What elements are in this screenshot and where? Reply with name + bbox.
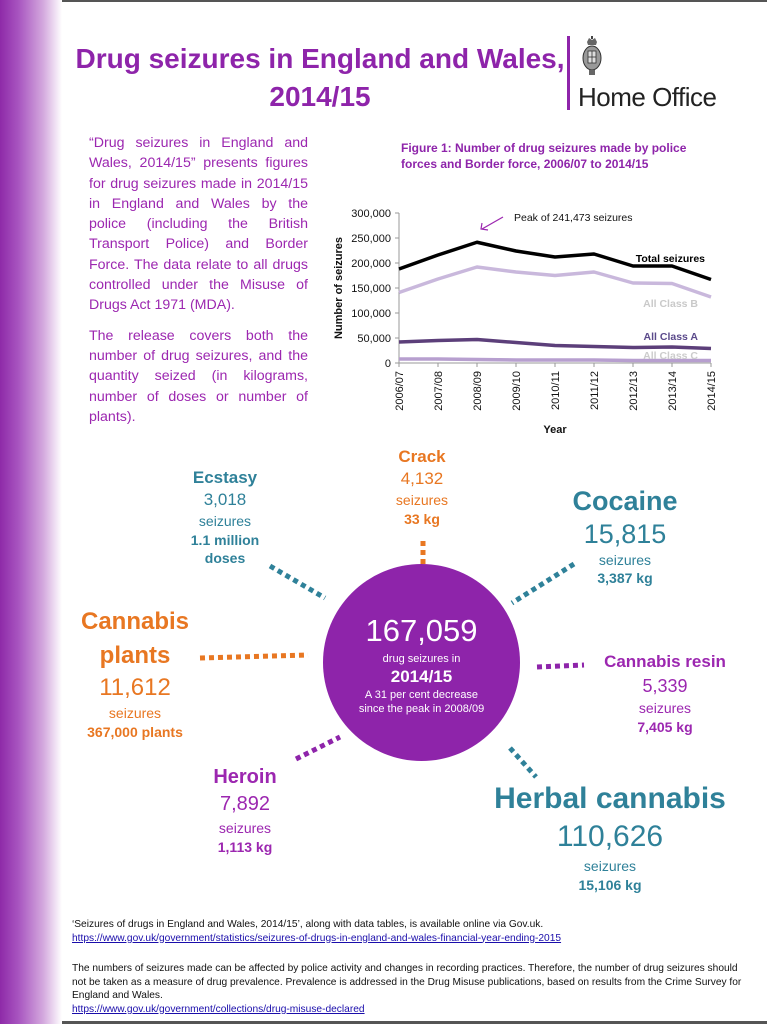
annotation-arrow — [481, 216, 504, 230]
x-tick-label: 2012/13 — [628, 371, 640, 411]
drug-misuse-link[interactable]: https://www.gov.uk/government/collection… — [72, 1003, 365, 1015]
intro-paragraph-2: The release covers both the number of dr… — [89, 327, 308, 425]
drug-seizures: 4,132 — [400, 469, 444, 488]
x-tick-label: 2014/15 — [706, 371, 718, 411]
y-tick-label: 50,000 — [357, 333, 391, 345]
series-line-all-class-a — [398, 337, 712, 351]
x-tick-label: 2011/12 — [589, 371, 601, 410]
drug-name-2: plants — [99, 642, 171, 669]
drug-label: seizures — [598, 552, 652, 568]
line-chart: 0 50,000 100,000 150,000 200,000 250,000 300,0… — [333, 208, 718, 436]
footer-disclaimer: The numbers of seizures made can be affe… — [72, 962, 752, 1016]
y-tick-label: 150,000 — [351, 283, 391, 295]
title-line-1: Drug seizures in England and Wales, — [75, 43, 565, 74]
figure-title: Figure 1: Number of drug seizures made b… — [401, 140, 721, 172]
x-tick-label: 2006/07 — [394, 371, 406, 411]
callout-ecstasy: Ecstasy 3,018 seizures 1.1 million doses — [165, 467, 285, 567]
x-tick-label: 2007/08 — [433, 371, 445, 411]
side-gradient-bar — [0, 0, 62, 1024]
intro-text: “Drug seizures in England and Wales, 201… — [89, 133, 308, 437]
x-tick-label: 2013/14 — [667, 371, 679, 411]
drug-name: Ecstasy — [192, 468, 258, 487]
drug-quantity: 1.1 million — [190, 532, 260, 548]
series-label: All Class C — [643, 350, 698, 362]
y-axis-label: Number of seizures — [333, 237, 345, 339]
x-tick-label: 2008/09 — [472, 371, 484, 411]
decrease-note-2: since the peak in 2008/09 — [358, 703, 485, 715]
drug-label: seizures — [583, 858, 637, 874]
royal-crest-icon — [582, 36, 602, 75]
peak-annotation: Peak of 241,473 seizures — [514, 212, 633, 224]
drug-seizures: 5,339 — [642, 676, 688, 696]
drug-quantity-2: doses — [204, 550, 246, 566]
callout-cocaine: Cocaine 15,815 seizures 3,387 kg — [545, 485, 705, 587]
callout-cannabis-plants: Cannabis plants 11,612 seizures 367,000 … — [70, 605, 200, 741]
gov-uk-statistics-link[interactable]: https://www.gov.uk/government/statistics… — [72, 932, 562, 944]
total-seizures-circle: 167,059 drug seizures in 2014/15 A 31 pe… — [323, 564, 520, 761]
drug-name: Cannabis — [80, 608, 190, 635]
drug-label: seizures — [638, 700, 692, 716]
series-line-all-class-b — [398, 265, 712, 299]
drug-quantity: 1,113 kg — [217, 839, 273, 855]
drug-label: seizures — [198, 513, 252, 529]
home-office-logo: Home Office — [567, 36, 747, 116]
series-label: Total seizures — [636, 253, 705, 265]
intro-paragraph-1: “Drug seizures in England and Wales, 201… — [89, 135, 308, 314]
page-title: Drug seizures in England and Wales, 2014… — [70, 40, 570, 116]
drug-name: Cocaine — [572, 486, 678, 516]
figure-title-line-1: Figure 1: Number of drug seizures made b… — [401, 141, 687, 155]
drug-seizures: 15,815 — [583, 519, 667, 549]
drug-name: Cannabis resin — [604, 652, 726, 671]
figure-title-line-2: forces and Border force, 2006/07 to 2014… — [401, 157, 649, 171]
x-tick-label: 2009/10 — [511, 371, 523, 411]
drug-label: seizures — [218, 820, 272, 836]
footer-availability: ‘Seizures of drugs in England and Wales,… — [72, 918, 752, 945]
x-axis-label: Year — [543, 424, 567, 436]
footer-text-1: ‘Seizures of drugs in England and Wales,… — [72, 919, 544, 930]
callout-herbal-cannabis: Herbal cannabis 110,626 seizures 15,106 … — [480, 780, 740, 894]
y-tick-label: 0 — [385, 358, 391, 370]
footer-text-2: The numbers of seizures made can be affe… — [72, 963, 742, 1001]
callout-crack: Crack 4,132 seizures 33 kg — [362, 446, 482, 528]
y-tick-label: 250,000 — [351, 233, 391, 245]
drug-seizures: 110,626 — [556, 820, 664, 853]
drug-name: Crack — [398, 447, 446, 466]
total-label: drug seizures in — [382, 653, 461, 665]
drug-quantity: 7,405 kg — [637, 719, 693, 735]
series-label: All Class B — [643, 298, 698, 310]
y-tick-label: 200,000 — [351, 258, 391, 270]
total-year: 2014/15 — [390, 667, 453, 686]
logo-text: Home Office — [578, 82, 717, 112]
drug-name: Herbal cannabis — [494, 782, 726, 815]
drug-quantity: 33 kg — [404, 511, 440, 527]
drug-seizures: 7,892 — [219, 793, 271, 815]
series-line-total-seizures — [398, 240, 712, 282]
drug-name: Heroin — [213, 766, 277, 788]
logo-divider — [567, 36, 570, 110]
drug-seizures: 11,612 — [99, 674, 171, 701]
title-line-2: 2014/15 — [269, 81, 371, 112]
total-number: 167,059 — [365, 613, 478, 648]
drug-quantity: 367,000 plants — [87, 724, 183, 740]
callout-heroin: Heroin 7,892 seizures 1,113 kg — [190, 764, 300, 856]
drug-quantity: 3,387 kg — [597, 570, 653, 586]
drug-label: seizures — [108, 705, 162, 721]
series-label: All Class A — [644, 331, 699, 343]
y-tick-label: 300,000 — [351, 208, 391, 220]
y-tick-label: 100,000 — [351, 308, 391, 320]
series-line-all-class-c — [399, 357, 711, 363]
callout-cannabis-resin: Cannabis resin 5,339 seizures 7,405 kg — [590, 650, 740, 736]
decrease-note-1: A 31 per cent decrease — [364, 689, 479, 701]
drug-seizures: 3,018 — [203, 490, 247, 509]
x-tick-label: 2010/11 — [550, 371, 562, 410]
drug-quantity: 15,106 kg — [578, 877, 642, 893]
drug-label: seizures — [395, 492, 449, 508]
